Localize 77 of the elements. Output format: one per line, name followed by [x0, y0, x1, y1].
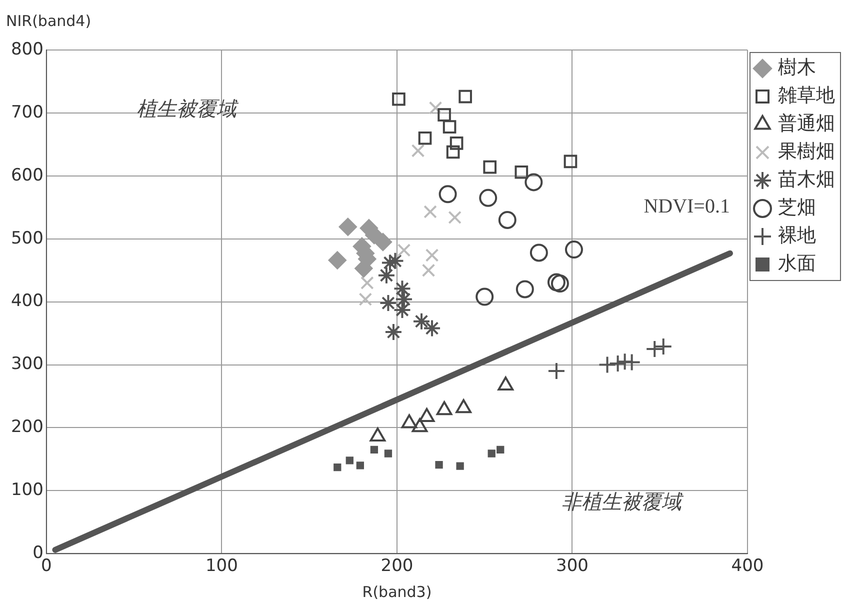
point — [435, 461, 443, 469]
point — [380, 254, 399, 272]
annotation: 非植生被覆域 — [561, 489, 684, 514]
y-tick-label: 500 — [10, 228, 44, 248]
y-tick-label: 300 — [10, 354, 44, 374]
legend-label: 樹木 — [778, 56, 816, 78]
series-label: NDVI=0.1 — [644, 196, 730, 218]
y-tick-label: 800 — [10, 39, 44, 60]
point — [356, 462, 364, 470]
point — [384, 450, 392, 458]
y-tick-label: 200 — [10, 417, 44, 438]
point — [498, 210, 516, 229]
legend-label: 果樹畑 — [778, 140, 835, 162]
point — [524, 173, 543, 192]
point — [488, 450, 496, 458]
point — [550, 274, 569, 293]
y-tick-label: 600 — [10, 165, 44, 186]
point — [346, 456, 354, 464]
point — [384, 323, 402, 342]
x-tick-label: 200 — [380, 556, 414, 576]
point — [377, 266, 396, 284]
point — [458, 90, 472, 104]
point — [547, 273, 566, 292]
annotation: 植生被覆域 — [136, 96, 240, 121]
x-tick-label: 100 — [205, 556, 238, 576]
y-tick-label: 400 — [10, 291, 44, 312]
point — [438, 185, 457, 204]
point — [516, 280, 534, 298]
y-tick-label: 700 — [10, 102, 44, 122]
point — [530, 244, 548, 262]
x-axis-title: R(band3) — [362, 582, 432, 601]
point — [379, 294, 398, 312]
point — [393, 300, 412, 319]
point — [424, 205, 437, 218]
point — [438, 108, 451, 122]
point — [393, 280, 412, 298]
point — [397, 244, 411, 257]
y-tick-label: 0 — [32, 543, 44, 564]
legend-label: 芝畑 — [778, 196, 816, 218]
point — [386, 252, 404, 270]
legend-label: 苗木畑 — [778, 168, 835, 190]
point — [423, 319, 442, 338]
point — [476, 288, 494, 306]
point — [450, 136, 464, 150]
legend-label: 裸地 — [778, 224, 816, 246]
x-tick-label: 300 — [556, 556, 588, 576]
point — [328, 251, 346, 270]
y-axis-title: NIR(band4) — [6, 12, 92, 30]
point — [456, 462, 464, 470]
point — [418, 131, 432, 145]
point — [374, 233, 392, 251]
point — [425, 248, 439, 262]
point — [412, 312, 431, 330]
x-tick-label: 400 — [731, 556, 764, 576]
point — [564, 154, 578, 168]
point — [479, 188, 498, 207]
point — [428, 101, 442, 115]
point — [422, 264, 436, 277]
point — [446, 145, 460, 159]
point — [360, 276, 374, 290]
point — [392, 92, 406, 106]
point — [394, 290, 413, 308]
point — [448, 210, 462, 224]
point — [411, 144, 425, 158]
point — [334, 464, 342, 472]
y-tick-label: 100 — [10, 480, 44, 500]
point — [514, 165, 528, 179]
legend-label: 水面 — [778, 252, 816, 274]
point — [442, 120, 456, 134]
point — [370, 446, 378, 454]
point — [496, 446, 504, 454]
point — [338, 218, 357, 236]
point — [483, 160, 497, 174]
point — [358, 292, 372, 306]
legend-label: 普通畑 — [778, 112, 835, 134]
point — [564, 240, 583, 259]
legend-label: 雑草地 — [778, 84, 835, 106]
